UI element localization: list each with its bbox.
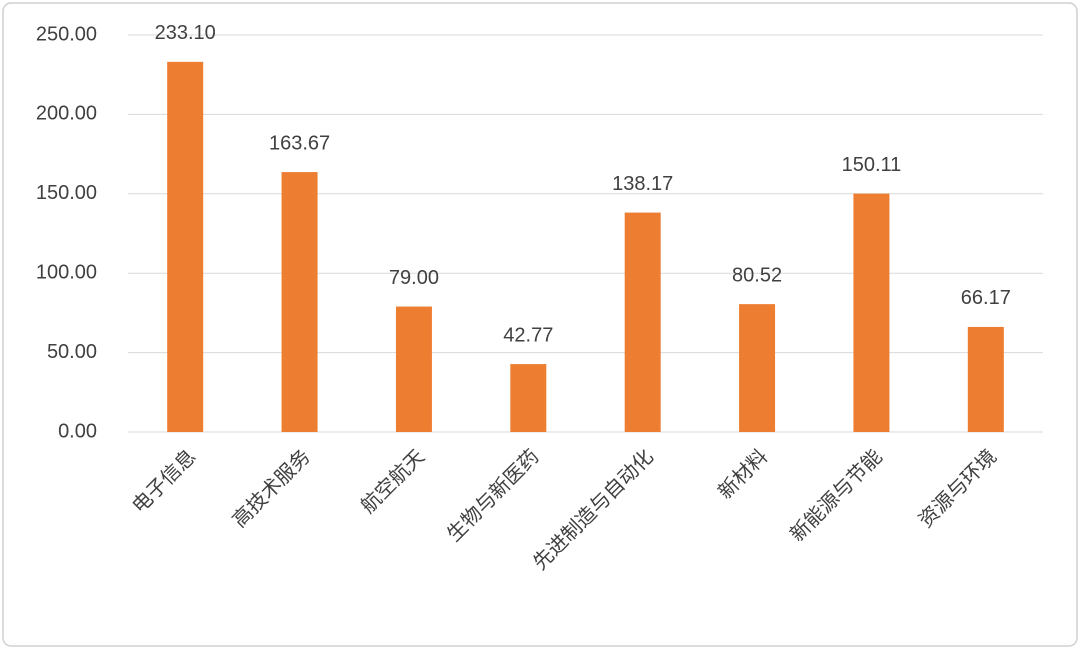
data-label: 42.77 <box>503 324 553 346</box>
y-tick-label: 0.00 <box>58 420 97 442</box>
bar <box>967 326 1004 432</box>
bar <box>624 212 661 432</box>
bar <box>281 172 318 432</box>
bar <box>510 364 547 432</box>
data-label: 80.52 <box>732 264 782 286</box>
y-tick-label: 100.00 <box>36 261 97 283</box>
y-tick-label: 250.00 <box>36 23 97 45</box>
data-label: 66.17 <box>961 287 1011 309</box>
bar <box>853 193 890 432</box>
data-label: 233.10 <box>155 22 216 44</box>
y-tick-label: 200.00 <box>36 103 97 125</box>
data-label: 138.17 <box>612 173 673 195</box>
bar <box>395 306 432 432</box>
bar <box>167 61 204 433</box>
bar <box>739 304 776 432</box>
y-tick-label: 150.00 <box>36 182 97 204</box>
data-label: 79.00 <box>389 267 439 289</box>
data-label: 150.11 <box>842 154 902 176</box>
data-label: 163.67 <box>269 132 330 154</box>
y-tick-label: 50.00 <box>47 341 97 363</box>
